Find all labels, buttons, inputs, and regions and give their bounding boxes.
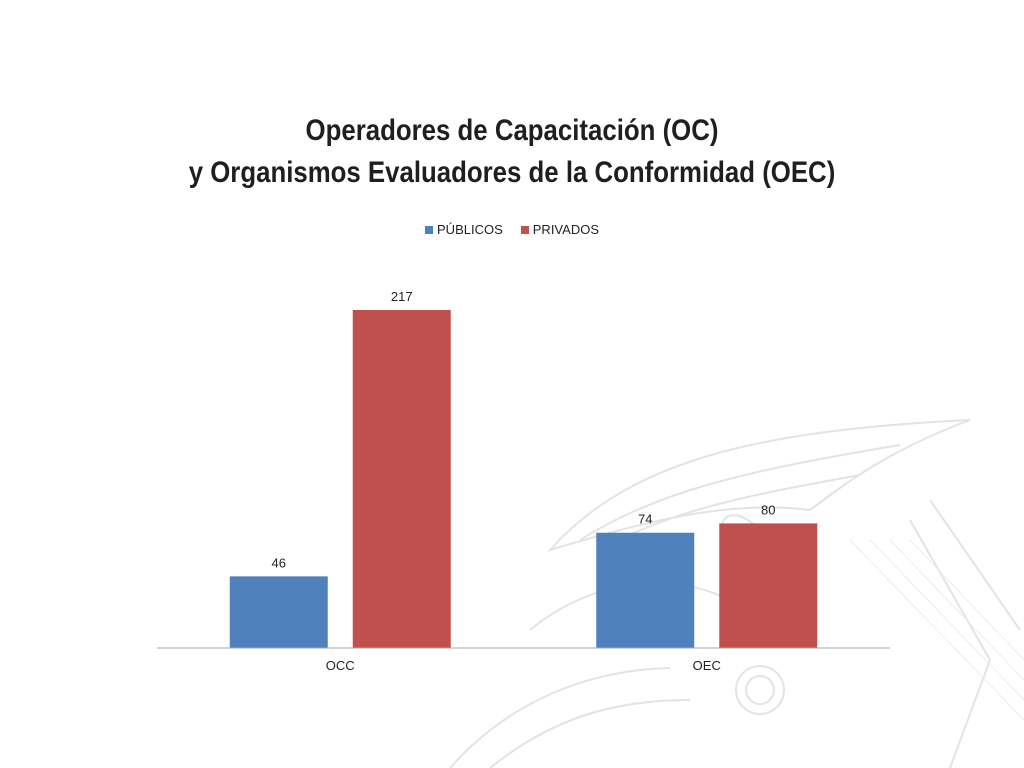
legend-swatch-publicos [425, 225, 434, 234]
bar-occ-privados [352, 310, 451, 648]
legend-swatch-privados [520, 225, 529, 234]
x-tick-label-oec: OEC [693, 658, 721, 673]
chart-title-line-2: y Organismos Evaluadores de la Conformid… [188, 156, 836, 189]
x-tick-label-occ: OCC [326, 658, 355, 673]
chart-legend: PÚBLICOS PRIVADOS [0, 222, 1024, 237]
bar-occ-p-blicos [229, 576, 328, 648]
data-label-occ-p-blicos: 46 [272, 555, 286, 570]
legend-item-privados: PRIVADOS [520, 222, 599, 237]
data-label-occ-privados: 217 [391, 289, 413, 304]
data-label-oec-p-blicos: 74 [638, 512, 652, 527]
chart-title: Operadores de Capacitación (OC) y Organi… [72, 110, 953, 194]
legend-item-publicos: PÚBLICOS [425, 222, 503, 237]
legend-label-publicos: PÚBLICOS [437, 222, 503, 237]
chart-title-line-1: Operadores de Capacitación (OC) [305, 114, 719, 147]
data-label-oec-privados: 80 [761, 502, 775, 517]
legend-label-privados: PRIVADOS [532, 222, 599, 237]
bar-oec-privados [719, 523, 818, 648]
bar-oec-p-blicos [596, 532, 695, 648]
